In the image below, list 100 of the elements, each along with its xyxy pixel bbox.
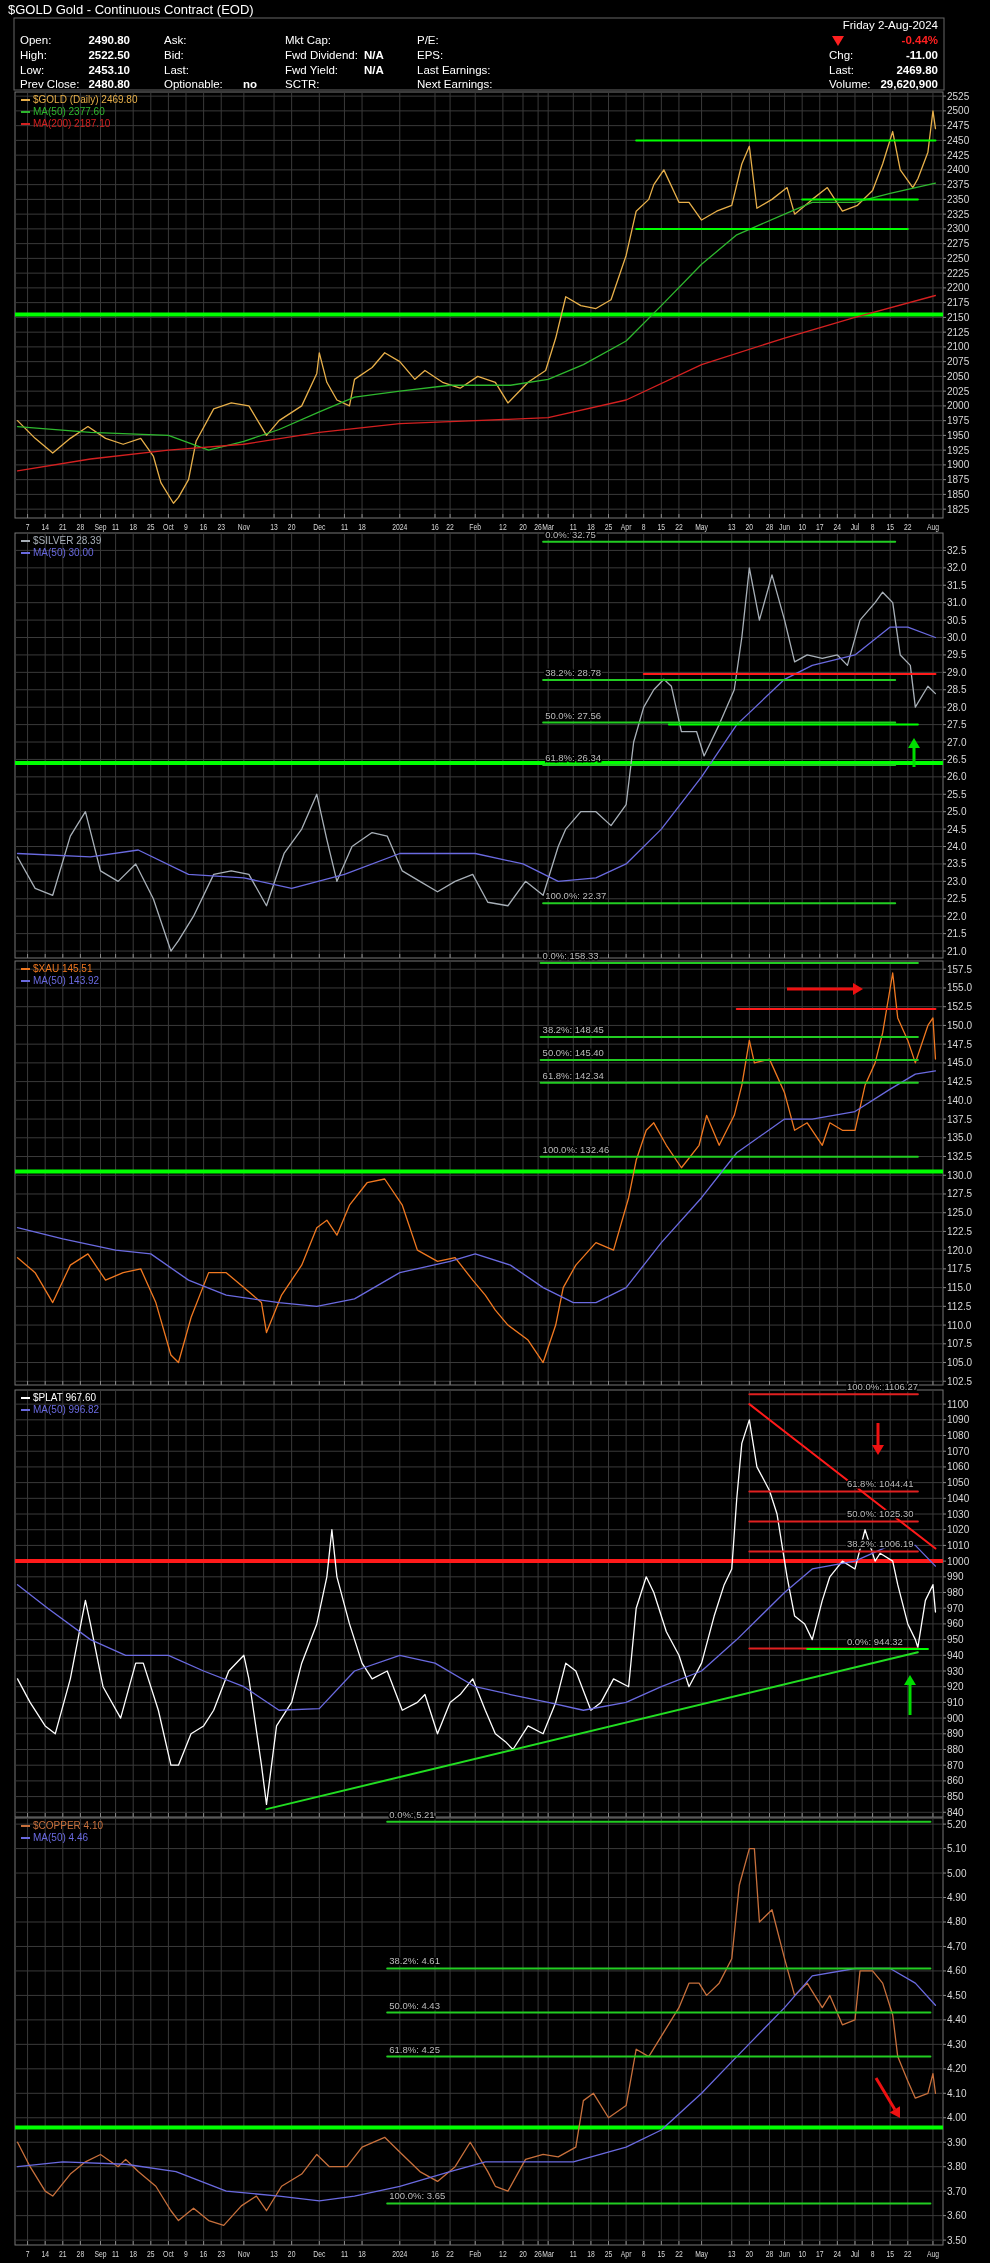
y-tick-label: 2450 <box>947 134 970 146</box>
x-tick-label: 15 <box>657 522 666 533</box>
x-tick-label: 9 <box>184 522 188 533</box>
x-tick-label: 15 <box>886 2249 894 2260</box>
annotation: 0.0%: 158.33 <box>542 950 599 962</box>
y-tick-label: 2075 <box>947 356 970 368</box>
y-tick-label: 21.5 <box>947 928 967 940</box>
x-tick-label: 22 <box>446 2249 454 2260</box>
annotation: 38.2%: 4.61 <box>389 1955 440 1967</box>
y-tick-label: 112.5 <box>947 1300 972 1312</box>
y-tick-label: 157.5 <box>947 963 973 975</box>
y-tick-label: 120.0 <box>947 1244 973 1256</box>
text: $GOLD Gold - Continuous Contract (EOD) <box>8 2 254 17</box>
y-tick-label: 135.0 <box>947 1132 973 1144</box>
legend-label: MA(50) 2377.60 <box>33 106 106 117</box>
x-tick-label: 23 <box>217 522 225 533</box>
y-tick-label: 950 <box>947 1634 965 1646</box>
y-tick-label: 2175 <box>947 297 970 309</box>
y-tick-label: 2150 <box>947 311 970 323</box>
x-tick-label: Feb <box>469 522 482 533</box>
y-tick-label: 5.20 <box>947 1818 967 1830</box>
y-tick-label: 122.5 <box>947 1225 973 1237</box>
x-tick-label: 11 <box>112 2249 120 2260</box>
y-tick-label: 32.5 <box>947 544 967 556</box>
y-tick-label: 25.5 <box>947 788 967 800</box>
annotation: 100.0%: 3.65 <box>389 2190 446 2202</box>
y-tick-label: 27.0 <box>947 736 967 748</box>
y-tick-label: 24.0 <box>947 841 967 853</box>
x-tick-label: 8 <box>870 522 875 533</box>
y-tick-label: 4.70 <box>947 1940 967 1952</box>
x-tick-label: Jul <box>850 2249 860 2260</box>
text: 2469.80 <box>896 64 938 76</box>
x-tick-label: 2024 <box>392 2249 408 2260</box>
legend-label: $GOLD (Daily) 2469.80 <box>33 94 138 105</box>
x-tick-label: 14 <box>41 522 50 533</box>
y-tick-label: 2100 <box>947 341 970 353</box>
annotation: 100.0%: 22.37 <box>545 890 607 902</box>
y-tick-label: 4.40 <box>947 2014 967 2026</box>
x-tick-label: 7 <box>25 522 30 533</box>
text: Friday 2-Aug-2024 <box>842 19 939 31</box>
text: Low: <box>20 64 45 76</box>
y-tick-label: 30.5 <box>947 614 967 626</box>
y-tick-label: 2325 <box>947 208 970 220</box>
y-tick-label: 137.5 <box>947 1113 973 1125</box>
text: EPS: <box>417 49 444 61</box>
x-tick-label: Jun <box>779 522 791 533</box>
annotation: 50.0%: 4.43 <box>389 1999 440 2011</box>
y-tick-label: 2250 <box>947 252 970 264</box>
text: Last: <box>829 64 854 76</box>
y-tick-label: 860 <box>947 1775 965 1787</box>
y-tick-label: 30.0 <box>947 632 967 644</box>
x-tick-label: 20 <box>519 522 527 533</box>
x-tick-label: 11 <box>340 2249 348 2260</box>
annotation: 100.0%: 132.46 <box>542 1143 610 1155</box>
y-tick-label: 130.0 <box>947 1169 973 1181</box>
text: Mkt Cap: <box>285 34 332 46</box>
x-tick-label: 16 <box>431 2249 439 2260</box>
x-tick-label: 25 <box>147 2249 155 2260</box>
x-tick-label: 18 <box>358 522 366 533</box>
y-tick-label: 117.5 <box>947 1263 972 1275</box>
y-tick-label: 960 <box>947 1618 965 1630</box>
legend-label: $COPPER 4.10 <box>33 1820 104 1831</box>
x-tick-label: 25 <box>604 522 613 533</box>
y-tick-label: 23.5 <box>947 858 967 870</box>
x-tick-label: Mar <box>542 2249 555 2260</box>
x-tick-label: 28 <box>76 522 85 533</box>
y-tick-label: 1875 <box>947 474 970 486</box>
y-tick-label: 5.10 <box>947 1843 967 1855</box>
y-tick-label: 28.0 <box>947 701 967 713</box>
y-tick-label: 870 <box>947 1759 965 1771</box>
y-tick-label: 115.0 <box>947 1282 972 1294</box>
y-tick-label: 1030 <box>947 1508 970 1520</box>
y-tick-label: 880 <box>947 1744 965 1755</box>
x-tick-label: Aug <box>926 2249 939 2260</box>
x-tick-label: 17 <box>815 2249 824 2260</box>
y-tick-label: 110.0 <box>947 1319 972 1331</box>
y-tick-label: 910 <box>947 1696 965 1708</box>
y-tick-label: 132.5 <box>947 1151 973 1163</box>
x-tick-label: 20 <box>287 2249 296 2260</box>
x-tick-label: May <box>695 2249 709 2260</box>
legend-label: MA(50) 996.82 <box>33 1404 100 1415</box>
y-tick-label: 28.5 <box>947 684 967 696</box>
y-tick-label: 840 <box>947 1806 965 1818</box>
x-tick-label: 9 <box>184 2249 188 2260</box>
y-tick-label: 147.5 <box>947 1038 973 1050</box>
y-tick-label: 1010 <box>947 1539 970 1551</box>
legend-label: $PLAT 967.60 <box>33 1392 97 1403</box>
x-tick-label: 22 <box>675 522 683 533</box>
x-tick-label: 12 <box>499 2249 507 2260</box>
annotation: 100.0%: 1106.27 <box>846 1381 919 1393</box>
y-tick-label: 3.90 <box>947 2136 967 2148</box>
x-tick-label: 2024 <box>392 522 408 533</box>
y-tick-label: 4.30 <box>947 2038 967 2050</box>
text: Fwd Yield: <box>285 64 339 76</box>
text: Optionable: <box>164 78 223 90</box>
x-tick-label: 22 <box>446 522 454 533</box>
y-tick-label: 1050 <box>947 1477 970 1489</box>
annotation: 61.8%: 26.34 <box>545 752 602 764</box>
x-tick-label: 26 <box>534 2249 542 2260</box>
y-tick-label: 150.0 <box>947 1019 973 1031</box>
